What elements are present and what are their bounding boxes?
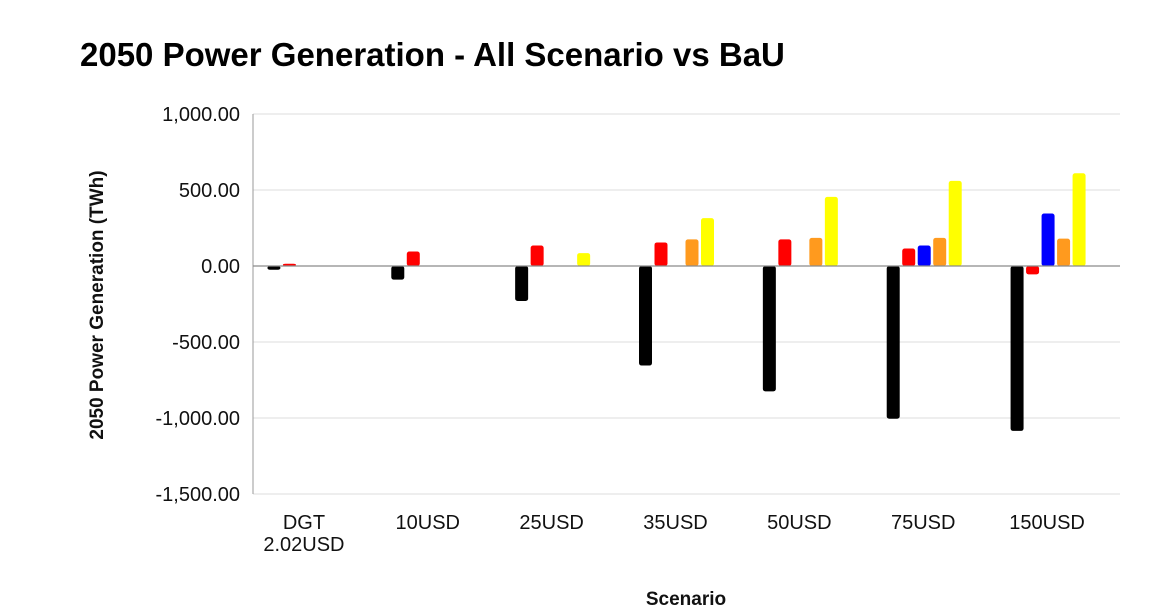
bar — [639, 266, 652, 366]
bar — [948, 180, 962, 266]
x-tick-label: 35USD — [643, 512, 707, 534]
x-tick-label: 25USD — [519, 512, 583, 534]
gridlines — [253, 113, 1120, 495]
bar — [701, 218, 714, 266]
bar — [762, 266, 776, 392]
x-tick-label: 75USD — [891, 512, 955, 534]
bar — [809, 237, 823, 266]
bar — [824, 196, 838, 266]
bar — [1057, 238, 1071, 266]
y-tick-label: 500.00 — [179, 180, 240, 202]
bar — [917, 245, 931, 266]
bar — [1026, 266, 1040, 275]
chart-title: 2050 Power Generation - All Scenario vs … — [80, 36, 785, 73]
x-tick-label: 10USD — [396, 512, 460, 534]
bar — [515, 266, 529, 301]
bar — [267, 266, 281, 270]
bar — [391, 266, 405, 280]
bar — [530, 245, 544, 266]
x-tick-label: 50USD — [767, 512, 831, 534]
axes — [252, 114, 1120, 494]
bar — [654, 242, 668, 266]
bar — [406, 251, 420, 266]
bar — [1041, 213, 1055, 266]
bar — [778, 239, 792, 266]
y-axis-title: 2050 Power Generation (TWh) — [87, 170, 108, 439]
y-tick-label: 1,000.00 — [162, 104, 240, 126]
bar — [577, 253, 591, 266]
x-tick-label: 150USD — [1009, 512, 1085, 534]
y-tick-label: -500.00 — [172, 332, 240, 354]
y-tick-labels: 1,000.00 500.00 0.00 -500.00 -1,000.00 -1,500… — [155, 104, 240, 506]
y-tick-label: -1,000.00 — [155, 408, 240, 430]
bar — [933, 237, 947, 266]
bar — [1010, 266, 1024, 431]
bar — [902, 248, 916, 266]
y-tick-label: -1,500.00 — [155, 484, 240, 506]
bar — [1072, 173, 1086, 266]
x-tick-label: DGT 2.02USD — [263, 512, 344, 556]
bar — [886, 266, 900, 419]
x-axis-title: Scenario — [646, 589, 726, 610]
bar — [685, 239, 699, 266]
x-tick-labels: DGT 2.02USD 10USD 25USD 35USD 50USD 75USD 150US… — [263, 512, 1085, 556]
y-tick-label: 0.00 — [201, 256, 240, 278]
bars — [267, 173, 1086, 431]
